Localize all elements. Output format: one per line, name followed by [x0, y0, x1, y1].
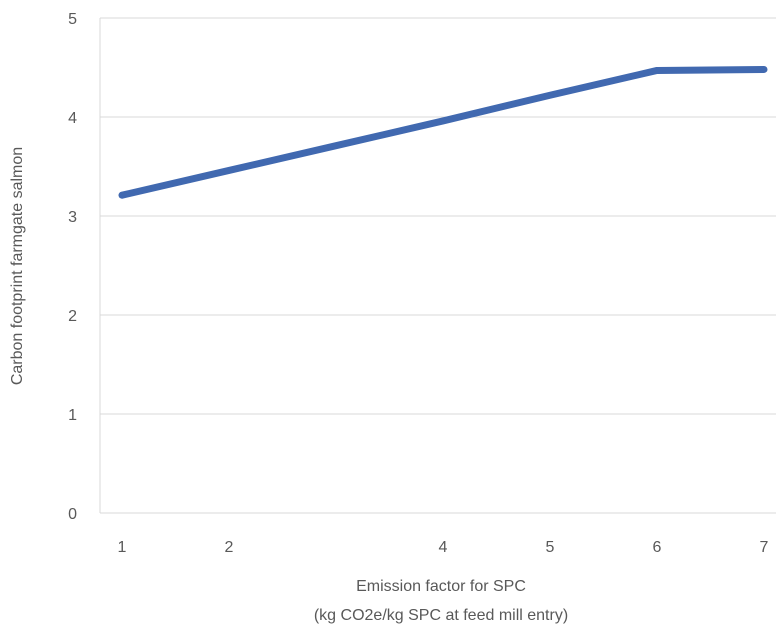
- series-line: [118, 65, 768, 199]
- y-gridlines: [99, 17, 776, 514]
- y-tick-labels: 0 1 2 3 4 5: [68, 11, 77, 523]
- x-tick-label: 1: [118, 539, 127, 556]
- x-tick-label: 2: [225, 539, 234, 556]
- x-axis-title-line2: (kg CO2e/kg SPC at feed mill entry): [314, 607, 568, 624]
- x-tick-label: 5: [546, 539, 555, 556]
- y-axis-title: Carbon footprint farmgate salmon: [9, 147, 26, 385]
- y-tick-label: 5: [68, 11, 77, 28]
- y-tick-label: 3: [68, 209, 77, 226]
- y-tick-label: 1: [68, 407, 77, 424]
- y-tick-label: 0: [68, 506, 77, 523]
- x-tick-label: 4: [439, 539, 448, 556]
- x-tick-labels: 1 2 4 5 6 7: [118, 539, 769, 556]
- y-tick-label: 2: [68, 308, 77, 325]
- x-axis-title-line1: Emission factor for SPC: [356, 578, 526, 595]
- x-tick-label: 7: [760, 539, 769, 556]
- y-tick-label: 4: [68, 110, 77, 127]
- series-layer: [118, 65, 768, 199]
- x-tick-label: 6: [653, 539, 662, 556]
